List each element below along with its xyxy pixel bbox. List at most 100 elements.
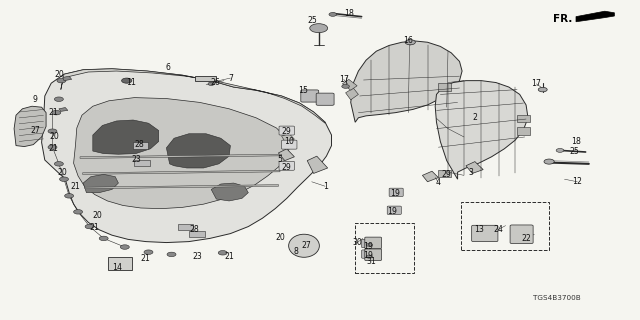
Circle shape bbox=[366, 243, 372, 246]
Circle shape bbox=[54, 97, 63, 101]
Text: 29: 29 bbox=[281, 127, 291, 136]
FancyBboxPatch shape bbox=[389, 188, 403, 196]
Circle shape bbox=[208, 82, 214, 85]
Text: 1: 1 bbox=[323, 182, 328, 191]
Text: 20: 20 bbox=[57, 168, 67, 177]
Polygon shape bbox=[517, 115, 530, 122]
Circle shape bbox=[99, 236, 108, 241]
Polygon shape bbox=[166, 134, 230, 168]
Text: 29: 29 bbox=[281, 163, 291, 172]
Text: 13: 13 bbox=[474, 225, 484, 234]
Polygon shape bbox=[74, 98, 289, 209]
Circle shape bbox=[305, 90, 312, 94]
Polygon shape bbox=[80, 154, 282, 158]
Circle shape bbox=[310, 24, 328, 33]
Polygon shape bbox=[342, 79, 357, 90]
Bar bbox=[461, 202, 549, 250]
Polygon shape bbox=[466, 162, 483, 173]
Polygon shape bbox=[438, 83, 451, 91]
Text: 12: 12 bbox=[572, 177, 582, 186]
Text: 11: 11 bbox=[126, 78, 136, 87]
Circle shape bbox=[122, 78, 132, 83]
Bar bbox=[178, 224, 193, 230]
Text: 27: 27 bbox=[301, 241, 311, 250]
Text: 16: 16 bbox=[403, 36, 413, 45]
Text: 25: 25 bbox=[307, 16, 317, 25]
Bar bbox=[355, 223, 414, 273]
Circle shape bbox=[218, 251, 227, 255]
Polygon shape bbox=[85, 185, 278, 189]
Text: 18: 18 bbox=[571, 137, 581, 146]
Text: 10: 10 bbox=[284, 137, 294, 146]
Text: 19: 19 bbox=[363, 242, 373, 251]
Circle shape bbox=[144, 250, 153, 254]
Text: TGS4B3700B: TGS4B3700B bbox=[533, 295, 580, 301]
Ellipse shape bbox=[289, 234, 319, 257]
Text: 14: 14 bbox=[112, 263, 122, 272]
Text: 19: 19 bbox=[387, 207, 397, 216]
Text: 28: 28 bbox=[189, 225, 199, 234]
Circle shape bbox=[538, 87, 547, 92]
FancyBboxPatch shape bbox=[365, 237, 381, 249]
Polygon shape bbox=[435, 81, 528, 179]
FancyBboxPatch shape bbox=[362, 239, 376, 248]
FancyBboxPatch shape bbox=[301, 90, 319, 102]
Circle shape bbox=[65, 194, 74, 198]
Text: 21: 21 bbox=[70, 182, 81, 191]
FancyBboxPatch shape bbox=[282, 140, 297, 149]
Polygon shape bbox=[438, 170, 451, 177]
Circle shape bbox=[120, 245, 129, 249]
Circle shape bbox=[405, 40, 415, 45]
Circle shape bbox=[329, 12, 337, 16]
Text: 30: 30 bbox=[352, 238, 362, 247]
Text: 23: 23 bbox=[192, 252, 202, 261]
FancyBboxPatch shape bbox=[316, 93, 334, 105]
Circle shape bbox=[85, 224, 94, 229]
Text: 15: 15 bbox=[298, 86, 308, 95]
FancyBboxPatch shape bbox=[387, 206, 401, 214]
Polygon shape bbox=[14, 106, 46, 147]
FancyBboxPatch shape bbox=[362, 250, 376, 258]
Text: 21: 21 bbox=[224, 252, 234, 261]
Circle shape bbox=[363, 242, 369, 245]
FancyBboxPatch shape bbox=[472, 225, 498, 242]
Circle shape bbox=[52, 110, 61, 115]
Bar bbox=[133, 142, 148, 149]
Polygon shape bbox=[576, 11, 614, 22]
Polygon shape bbox=[63, 76, 72, 81]
Text: 6: 6 bbox=[166, 63, 171, 72]
Polygon shape bbox=[346, 88, 358, 100]
Text: 4: 4 bbox=[436, 178, 441, 187]
Text: 19: 19 bbox=[390, 189, 401, 198]
Text: 21: 21 bbox=[48, 144, 58, 153]
FancyBboxPatch shape bbox=[510, 225, 533, 244]
Text: 22: 22 bbox=[522, 234, 532, 243]
Text: 17: 17 bbox=[531, 79, 541, 88]
Circle shape bbox=[366, 255, 372, 258]
Text: 8: 8 bbox=[294, 247, 299, 256]
Circle shape bbox=[48, 145, 57, 149]
Circle shape bbox=[515, 237, 522, 240]
Text: 20: 20 bbox=[54, 70, 65, 79]
Polygon shape bbox=[59, 108, 68, 111]
Text: 3: 3 bbox=[468, 168, 473, 177]
Text: 20: 20 bbox=[275, 233, 285, 242]
Polygon shape bbox=[42, 69, 332, 243]
Circle shape bbox=[388, 209, 395, 212]
Bar bbox=[134, 160, 150, 166]
Polygon shape bbox=[351, 41, 462, 122]
Text: 24: 24 bbox=[493, 225, 503, 234]
Circle shape bbox=[54, 162, 63, 166]
FancyBboxPatch shape bbox=[279, 161, 294, 170]
Text: 26: 26 bbox=[211, 78, 221, 87]
Polygon shape bbox=[278, 149, 294, 161]
Circle shape bbox=[477, 236, 483, 239]
Text: 21: 21 bbox=[140, 254, 150, 263]
Polygon shape bbox=[83, 170, 280, 174]
Polygon shape bbox=[517, 127, 530, 135]
Polygon shape bbox=[195, 76, 216, 81]
Polygon shape bbox=[93, 120, 159, 154]
Polygon shape bbox=[83, 174, 118, 193]
Circle shape bbox=[60, 177, 68, 181]
Text: 25: 25 bbox=[570, 147, 580, 156]
